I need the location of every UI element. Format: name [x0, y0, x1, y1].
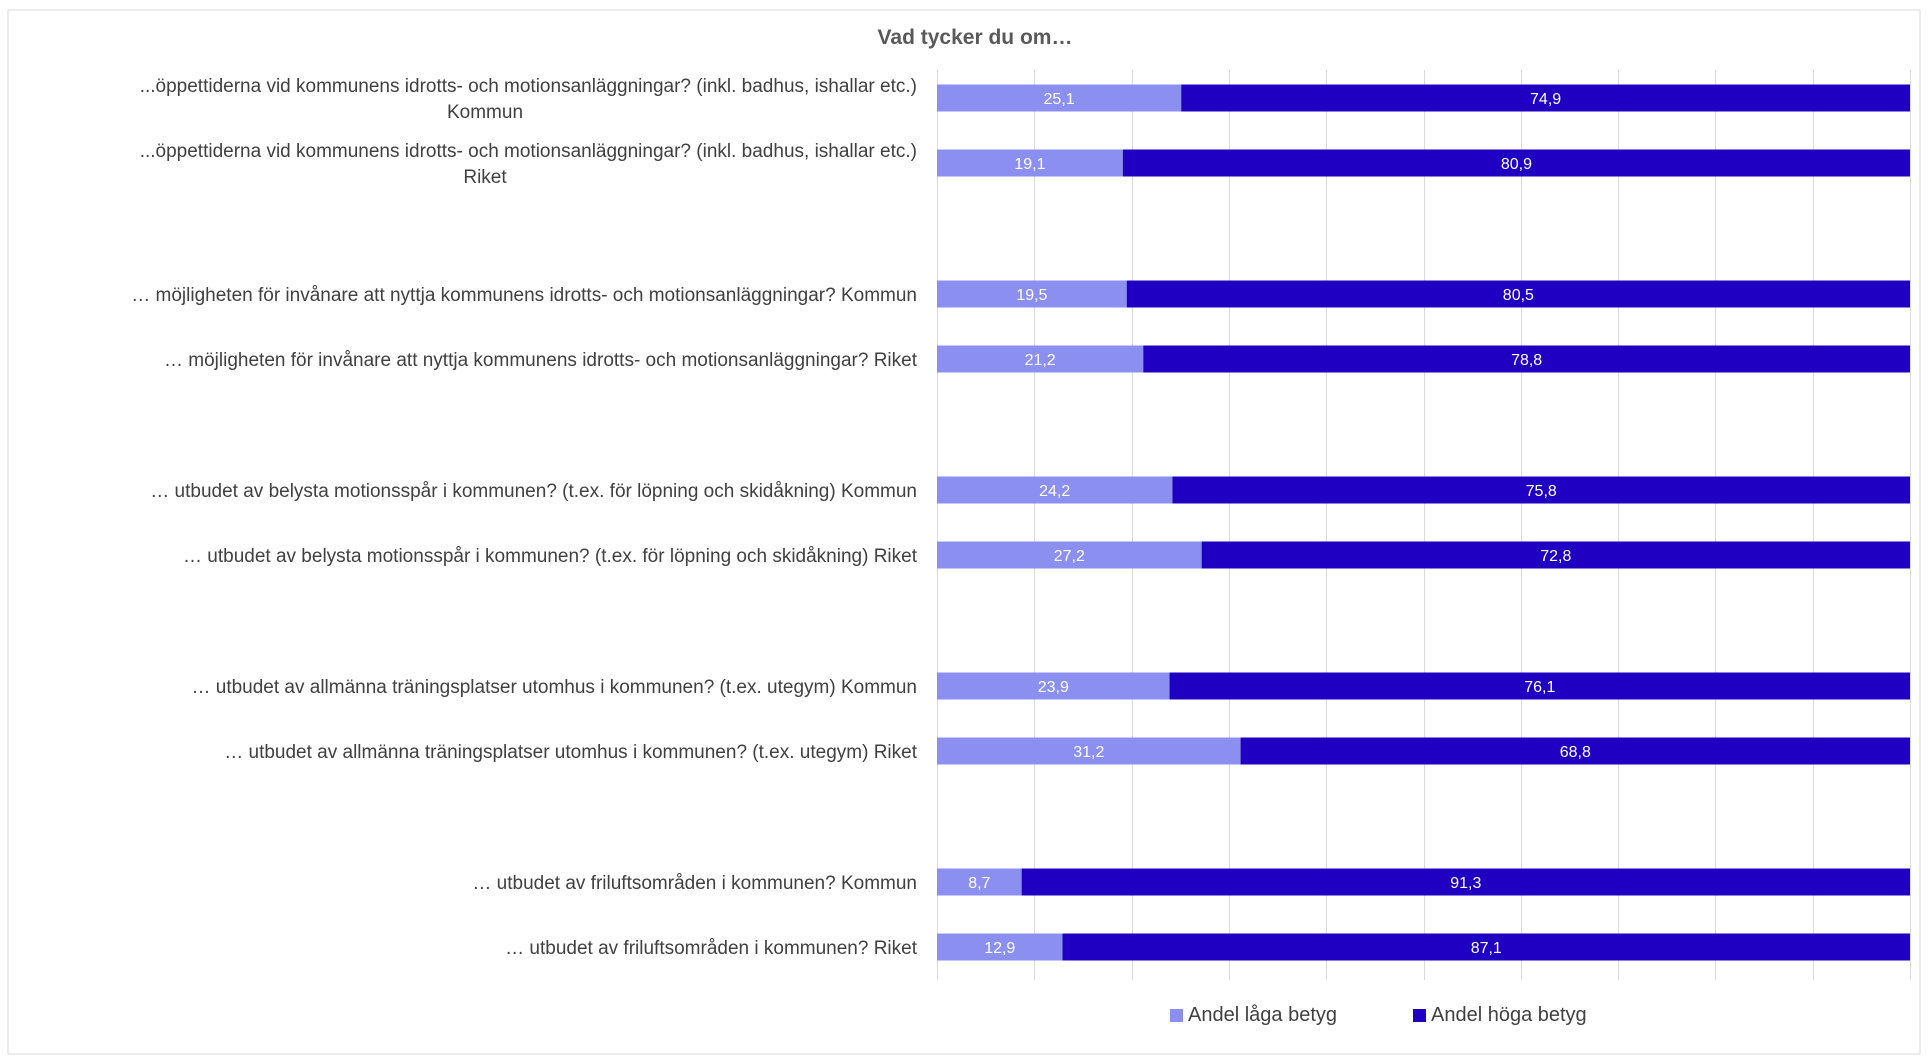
data-label: 19,1: [1014, 156, 1045, 173]
bar-low-rating: [937, 476, 1173, 504]
data-label: 75,8: [1526, 483, 1557, 500]
category-label: … utbudet av allmänna träningsplatser ut…: [224, 742, 917, 763]
bar-low-rating: [937, 541, 1202, 569]
data-label: 72,8: [1540, 548, 1571, 565]
bar-high-rating: [1021, 868, 1910, 896]
bar-high-rating: [1143, 345, 1910, 373]
bar-high-rating: [1169, 672, 1910, 700]
category-label: ...öppettiderna vid kommunens idrotts- o…: [140, 141, 917, 162]
legend-label: Andel låga betyg: [1188, 1004, 1337, 1026]
bar-low-rating: [937, 868, 1022, 896]
category-label: … utbudet av friluftsområden i kommunen?…: [505, 938, 918, 959]
bar-high-rating: [1062, 933, 1910, 961]
bar-high-rating: [1240, 737, 1910, 765]
data-label: 25,1: [1044, 91, 1075, 108]
data-label: 68,8: [1560, 744, 1591, 761]
data-label: 78,8: [1511, 352, 1542, 369]
category-label: Riket: [463, 167, 507, 188]
bar-low-rating: [937, 933, 1063, 961]
data-label: 80,5: [1503, 287, 1534, 304]
gridlines: [937, 70, 1911, 980]
bar-high-rating: [1172, 476, 1910, 504]
bar-high-rating: [1126, 280, 1910, 308]
category-label: Kommun: [447, 102, 523, 123]
category-label: … möjligheten för invånare att nyttja ko…: [164, 350, 918, 371]
category-label: ...öppettiderna vid kommunens idrotts- o…: [140, 76, 917, 97]
legend-label: Andel höga betyg: [1431, 1004, 1587, 1026]
data-label: 91,3: [1450, 875, 1481, 892]
legend-swatch: [1170, 1009, 1183, 1022]
bar-low-rating: [937, 672, 1170, 700]
category-label: … utbudet av allmänna träningsplatser ut…: [191, 677, 917, 698]
legend: Andel låga betyg Andel höga betyg: [1170, 1004, 1587, 1026]
category-label: … utbudet av friluftsområden i kommunen?…: [472, 873, 917, 894]
category-label: … utbudet av belysta motionsspår i kommu…: [150, 481, 917, 502]
data-label: 31,2: [1073, 744, 1104, 761]
bars: 25,1 74,9 19,1 80,9 19,5 80,5 21,2 78,8 24,2 75,8…: [937, 84, 1910, 961]
legend-swatch: [1413, 1009, 1426, 1022]
data-label: 24,2: [1039, 483, 1070, 500]
data-label: 27,2: [1054, 548, 1085, 565]
category-label: … utbudet av belysta motionsspår i kommu…: [183, 546, 918, 567]
bar-high-rating: [1201, 541, 1910, 569]
bar-low-rating: [937, 84, 1182, 112]
data-label: 80,9: [1501, 156, 1532, 173]
category-labels: ...öppettiderna vid kommunens idrotts- o…: [131, 76, 917, 959]
data-label: 21,2: [1025, 352, 1056, 369]
data-label: 74,9: [1530, 91, 1561, 108]
bar-low-rating: [937, 280, 1127, 308]
bar-low-rating: [937, 345, 1144, 373]
data-label: 8,7: [968, 875, 990, 892]
data-label: 12,9: [984, 940, 1015, 957]
data-label: 19,5: [1016, 287, 1047, 304]
bar-low-rating: [937, 737, 1241, 765]
bar-high-rating: [1122, 149, 1910, 177]
chart-frame: [7, 9, 1921, 1055]
data-label: 23,9: [1038, 679, 1069, 696]
bar-low-rating: [937, 149, 1123, 177]
data-label: 76,1: [1524, 679, 1555, 696]
category-label: … möjligheten för invånare att nyttja ko…: [131, 285, 917, 306]
data-label: 87,1: [1471, 940, 1502, 957]
chart-title: Vad tycker du om…: [878, 26, 1073, 49]
bar-high-rating: [1181, 84, 1910, 112]
